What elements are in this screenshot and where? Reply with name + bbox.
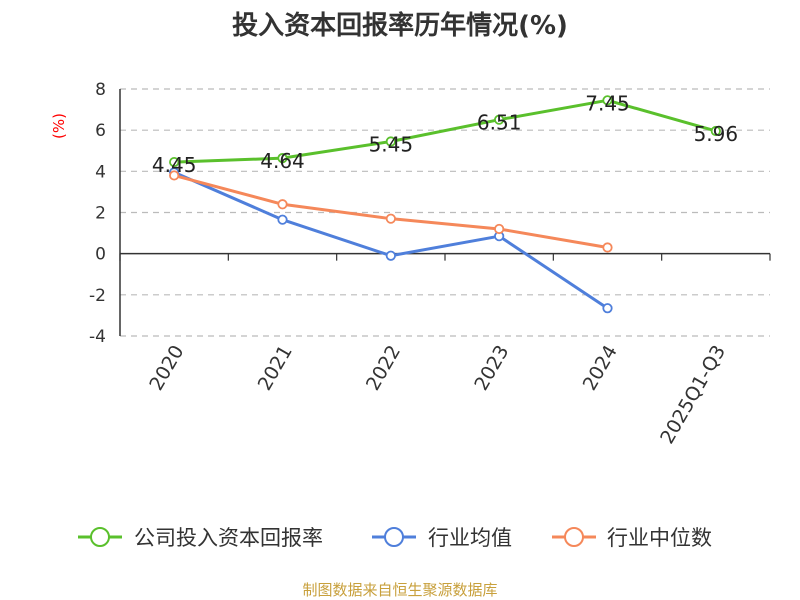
- grid: [120, 88, 770, 337]
- data-labels: 4.45 4.64 5.45 6.51 7.45 5.96: [152, 91, 738, 177]
- series-line-2: [173, 174, 608, 249]
- data-point: [277, 214, 288, 225]
- legend-marker: [564, 527, 584, 547]
- x-tick-label: 2021: [254, 342, 297, 395]
- data-point: [277, 153, 288, 164]
- x-tick-label: 2024: [579, 342, 622, 395]
- data-label: 5.96: [694, 122, 739, 146]
- y-tick-label: -4: [89, 327, 106, 347]
- data-point: [277, 199, 288, 210]
- x-tick-label: 2023: [470, 342, 513, 395]
- data-point: [169, 156, 180, 168]
- data-point: [385, 250, 396, 261]
- legend-label: 行业均值: [428, 526, 512, 550]
- legend-marker: [90, 527, 110, 547]
- legend-marker: [384, 527, 404, 547]
- data-point: [602, 242, 613, 253]
- data-label: 4.45: [152, 153, 197, 177]
- data-label: 4.64: [260, 149, 305, 173]
- y-tick-label: 8: [95, 80, 106, 100]
- data-point: [602, 95, 613, 106]
- y-tick-label: 0: [95, 245, 106, 265]
- data-point: [169, 170, 180, 181]
- data-point: [602, 303, 613, 314]
- y-tick-label: 4: [95, 162, 106, 182]
- data-point: [494, 223, 505, 235]
- y-tick-label: -2: [89, 286, 106, 306]
- data-label: 5.45: [369, 132, 414, 156]
- legend-label: 行业中位数: [607, 526, 712, 550]
- data-label: 6.51: [477, 111, 522, 135]
- data-point: [385, 136, 396, 147]
- x-tick-label: 2020: [145, 342, 188, 395]
- chart-title: 投入资本回报率历年情况(%): [232, 10, 568, 41]
- data-point: [385, 213, 396, 224]
- x-tick-label: 2025Q1-Q3: [656, 342, 730, 448]
- x-tick-label: 2022: [362, 342, 405, 395]
- y-tick-label: 6: [95, 121, 106, 141]
- data-point: [494, 114, 505, 125]
- series-line-0: [174, 98, 717, 164]
- data-point: [710, 125, 721, 137]
- series: [169, 95, 721, 314]
- y-tick-label: 2: [95, 204, 106, 224]
- legend-label: 公司投入资本回报率: [134, 526, 323, 550]
- source-note: 制图数据来自恒生聚源数据库: [302, 581, 497, 599]
- legend: 公司投入资本回报率 行业均值 行业中位数: [78, 526, 712, 550]
- data-label: 7.45: [585, 91, 630, 115]
- y-axis-label: (%): [50, 113, 68, 139]
